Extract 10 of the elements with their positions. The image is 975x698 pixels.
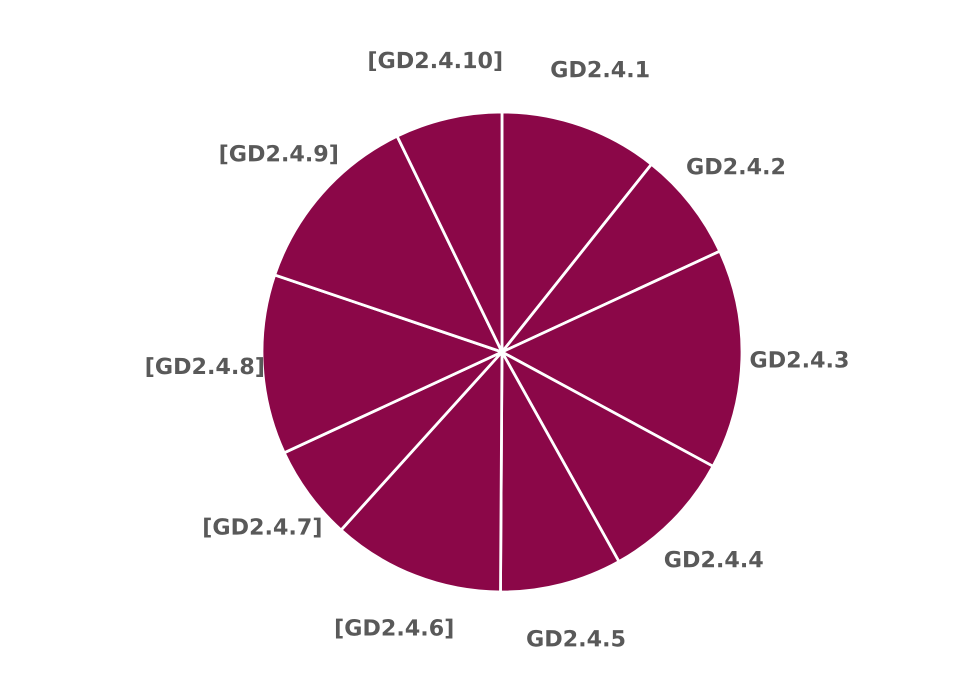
slice-label: GD2.4.1 bbox=[551, 60, 649, 78]
slice-label: [GD2.4.9] bbox=[220, 144, 337, 164]
slice-label: GD2.4.2 bbox=[687, 158, 784, 175]
slice-label: [GD2.4.7] bbox=[204, 518, 321, 538]
slice-label: [GD2.4.10] bbox=[369, 51, 502, 72]
slice-label: [GD2.4.8] bbox=[146, 357, 264, 377]
slice-label: GD2.4.3 bbox=[750, 350, 848, 368]
slice-label: [GD2.4.6] bbox=[336, 618, 452, 638]
slice-label: GD2.4.5 bbox=[527, 630, 624, 647]
slice-label: GD2.4.4 bbox=[664, 550, 763, 568]
